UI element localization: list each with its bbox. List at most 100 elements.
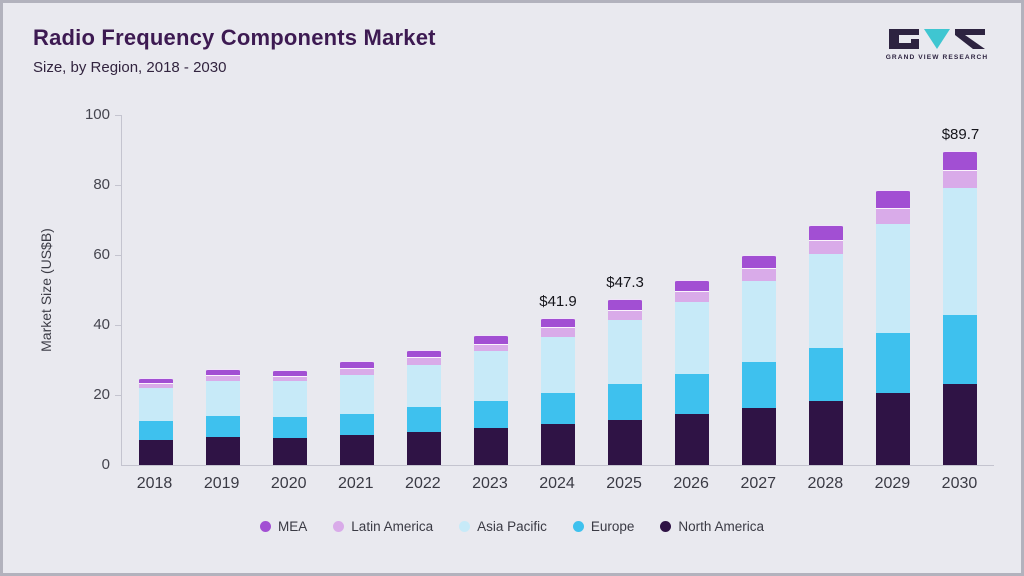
bar-segment-north-america: [876, 393, 911, 465]
bar-slot: [726, 115, 793, 465]
page-subtitle: Size, by Region, 2018 - 2030: [33, 59, 227, 76]
bar-total-label: $41.9: [539, 293, 577, 311]
bar-slot: [323, 115, 390, 465]
stacked-bar: [541, 318, 575, 465]
bar-segment-asia-pacific: [339, 374, 374, 414]
bar-segment-europe: [943, 314, 978, 384]
legend-item-asia-pacific: Asia Pacific: [459, 519, 547, 534]
legend-label: Latin America: [351, 519, 434, 534]
x-axis-label: 2019: [203, 475, 240, 492]
bars-container: $41.9 $47.3 $89.7: [122, 115, 994, 465]
bar-segment-mea: [541, 318, 575, 328]
bar-segment-latin-america: [876, 207, 911, 225]
bar-segment-north-america: [138, 439, 173, 465]
legend-label: Asia Pacific: [477, 519, 547, 534]
bar-segment-mea: [876, 190, 911, 208]
bar-segment-asia-pacific: [205, 381, 240, 416]
y-tick-mark: [115, 185, 122, 186]
bar-segment-asia-pacific: [809, 253, 844, 349]
bar-segment-europe: [675, 374, 710, 415]
legend-dot-icon: [333, 521, 345, 532]
bar-segment-europe: [473, 400, 508, 429]
bar-segment-europe: [205, 416, 240, 437]
x-axis-label: 2027: [740, 475, 777, 492]
legend-dot-icon: [572, 521, 584, 532]
bar-segment-mea: [943, 151, 978, 170]
y-tick-label: 60: [93, 246, 110, 263]
bar-segment-latin-america: [406, 357, 441, 365]
bar-segment-latin-america: [809, 239, 844, 254]
bar-segment-latin-america: [541, 327, 575, 337]
x-axis-label: 2024: [539, 475, 575, 492]
bar-segment-asia-pacific: [541, 336, 575, 394]
gvr-logo: GRAND VIEW RESEARCH: [885, 27, 989, 61]
bar-slot: $89.7: [927, 115, 994, 465]
bar-segment-europe: [809, 348, 844, 401]
stacked-bar: [339, 361, 374, 465]
stacked-bar: [809, 225, 844, 465]
x-axis-label: 2023: [472, 475, 508, 492]
bar-slot: [390, 115, 457, 465]
legend-item-north-america: North America: [660, 519, 764, 534]
bar-segment-north-america: [608, 419, 643, 465]
bar-segment-north-america: [742, 407, 777, 465]
bar-segment-north-america: [406, 432, 441, 465]
bar-segment-europe: [742, 362, 777, 408]
legend: MEA Latin America Asia Pacific Europe North …: [3, 519, 1021, 534]
bar-segment-asia-pacific: [473, 351, 508, 401]
stacked-bar: [406, 349, 441, 465]
bar-segment-north-america: [205, 437, 240, 465]
y-tick-mark: [115, 255, 122, 256]
x-axis-labels: 2018 2019 2020 2021 2022 2023 2024 2025 2026 2027…: [121, 475, 993, 493]
legend-dot-icon: [660, 521, 672, 532]
bar-segment-north-america: [541, 424, 575, 465]
bar-segment-latin-america: [742, 267, 777, 281]
bar-segment-latin-america: [943, 169, 978, 188]
bar-segment-north-america: [272, 437, 307, 465]
bar-segment-mea: [742, 254, 777, 268]
bar-segment-mea: [272, 370, 307, 377]
legend-dot-icon: [260, 521, 272, 532]
bar-slot: [793, 115, 860, 465]
bar-segment-latin-america: [205, 375, 240, 381]
bar-segment-north-america: [809, 400, 844, 465]
bar-segment-mea: [138, 377, 173, 383]
bar-segment-asia-pacific: [608, 320, 643, 384]
bar-segment-europe: [272, 417, 307, 438]
bar-segment-latin-america: [608, 309, 643, 321]
legend-label: North America: [678, 519, 764, 534]
y-tick-label: 80: [93, 176, 110, 193]
bar-slot: $47.3: [592, 115, 659, 465]
stacked-bar: [876, 190, 911, 465]
bar-slot: [659, 115, 726, 465]
stacked-bar: [138, 377, 173, 465]
stacked-bar: [742, 254, 777, 465]
bar-segment-mea: [608, 299, 643, 310]
stacked-bar: [205, 368, 240, 465]
bar-segment-north-america: [473, 428, 508, 465]
legend-item-mea: MEA: [260, 519, 307, 534]
bar-segment-north-america: [675, 414, 710, 465]
bar-slot: $41.9: [524, 115, 591, 465]
bar-segment-mea: [473, 335, 508, 344]
bar-segment-asia-pacific: [406, 364, 441, 408]
stacked-bar: [943, 151, 978, 465]
legend-item-europe: Europe: [572, 519, 634, 534]
bar-segment-europe: [608, 383, 643, 420]
bar-segment-mea: [339, 361, 374, 369]
bar-segment-mea: [675, 279, 710, 292]
stacked-bar: [675, 279, 710, 465]
stacked-bar: [473, 335, 508, 465]
bar-segment-asia-pacific: [943, 187, 978, 315]
x-axis-label: 2026: [673, 475, 709, 492]
chart-header: Radio Frequency Components Market Size, …: [33, 25, 436, 76]
bar-segment-europe: [876, 332, 911, 394]
x-axis-label: 2028: [807, 475, 844, 492]
x-axis-label: 2021: [337, 475, 374, 492]
bar-slot: [860, 115, 927, 465]
y-tick-label: 0: [101, 456, 110, 473]
gvr-logo-icon: [889, 29, 985, 49]
bar-segment-latin-america: [138, 382, 173, 389]
page-title: Radio Frequency Components Market: [33, 25, 436, 50]
bar-segment-asia-pacific: [138, 388, 173, 421]
